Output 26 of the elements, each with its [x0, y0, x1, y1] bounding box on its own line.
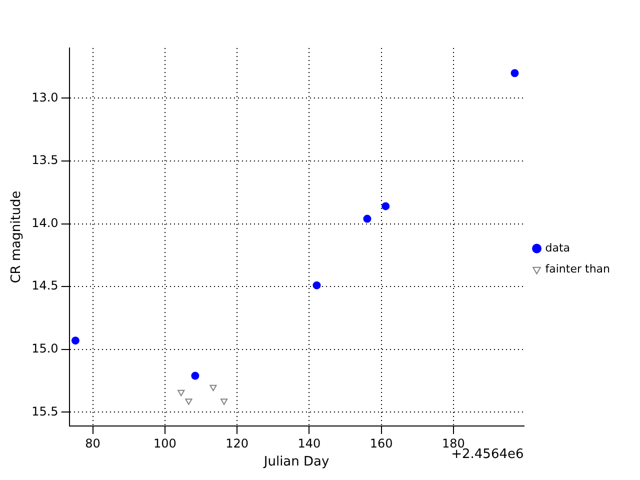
- x-tick-label: 140: [298, 436, 321, 450]
- x-axis-title: Julian Day: [262, 454, 330, 470]
- text: +2.4564e6: [451, 446, 524, 462]
- y-tick-label: 13.5: [32, 153, 58, 168]
- point: [220, 398, 228, 405]
- x-tick-label: 80: [85, 436, 100, 450]
- point: [210, 384, 217, 392]
- x-tick-label: 160: [370, 436, 393, 450]
- y-tick-label: 15.5: [32, 404, 58, 418]
- legend-label: data: [545, 241, 570, 254]
- point: [312, 281, 321, 290]
- y-tick-label: 14.0: [32, 216, 58, 230]
- x-tick-label: 120: [226, 436, 248, 450]
- y-tick-label: 14.5: [32, 278, 58, 293]
- y-axis-title: CR magnitude: [9, 190, 24, 284]
- x-tick-label: 100: [153, 436, 176, 450]
- point: [363, 214, 372, 223]
- y-tick-label: 15.0: [32, 342, 58, 356]
- legend-label: fainter than: [545, 262, 610, 276]
- point: [178, 390, 185, 396]
- point: [185, 398, 192, 405]
- point: [510, 69, 519, 78]
- y-tick-label: 13.0: [32, 90, 58, 104]
- point: [71, 336, 80, 345]
- point: [382, 202, 390, 210]
- point: [191, 372, 200, 380]
